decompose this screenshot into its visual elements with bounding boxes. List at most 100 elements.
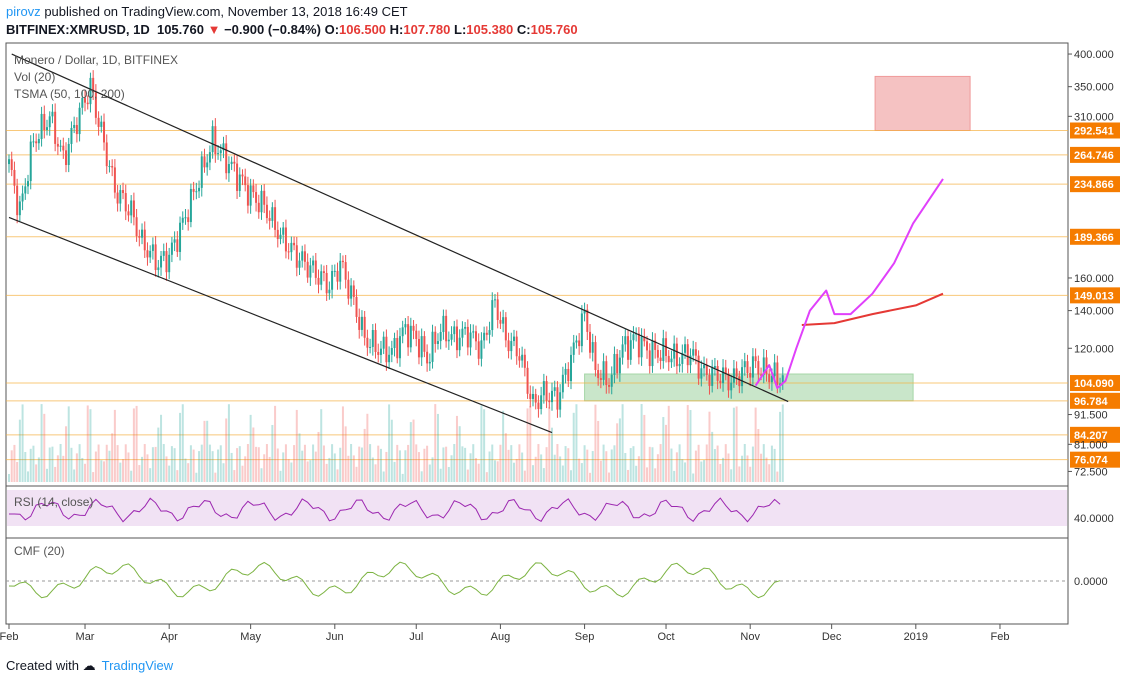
candle-body: [113, 167, 116, 193]
candle-body: [236, 163, 239, 191]
volume-bar: [480, 405, 483, 482]
candle-body: [485, 332, 488, 335]
volume-bar: [521, 452, 524, 482]
volume-bar: [263, 454, 266, 482]
x-tick-label: Dec: [822, 631, 842, 643]
candle-body: [431, 331, 434, 362]
candle-body: [773, 362, 776, 377]
candle-body: [352, 285, 355, 297]
y-tick-label: 350.000: [1074, 82, 1114, 94]
volume-bar: [35, 464, 38, 482]
candle-body: [697, 355, 700, 379]
volume-bar: [545, 447, 548, 482]
candle-body: [43, 113, 46, 131]
candle-body: [189, 188, 192, 223]
candle-body: [67, 143, 70, 166]
volume-bar: [189, 445, 192, 482]
candle-body: [388, 354, 391, 363]
volume-bar: [673, 470, 676, 482]
candle-body: [466, 326, 469, 348]
volume-bar: [779, 411, 782, 482]
candle-body: [143, 229, 146, 251]
candle-body: [529, 393, 532, 399]
candle-body: [455, 326, 458, 351]
candle-body: [757, 361, 760, 375]
candle-body: [276, 229, 279, 240]
volume-bar: [265, 444, 268, 482]
candle-body: [10, 159, 13, 170]
rsi-panel-label: RSI (14, close): [14, 495, 93, 509]
change-value: −0.900 (−0.84%): [224, 22, 321, 37]
volume-bar: [217, 449, 220, 482]
volume-bar: [200, 444, 203, 482]
candle-body: [40, 113, 43, 140]
candle-body: [97, 117, 100, 127]
candle-body: [176, 239, 179, 252]
candle-body: [646, 341, 649, 351]
candle-body: [146, 250, 149, 258]
volume-bar: [599, 460, 602, 482]
x-tick-label: Jun: [326, 631, 344, 643]
level-label: 234.866: [1074, 179, 1114, 191]
volume-bar: [306, 461, 309, 482]
candle-body: [70, 127, 73, 144]
volume-bar: [86, 405, 89, 482]
volume-bar: [675, 452, 678, 482]
candle-body: [282, 227, 285, 235]
candle-body: [105, 142, 108, 167]
volume-bar: [559, 456, 562, 482]
candle-body: [507, 340, 510, 352]
volume-bar: [390, 419, 393, 482]
volume-bar: [659, 444, 662, 482]
volume-bar: [206, 420, 209, 482]
volume-bar: [629, 448, 632, 482]
candle-body: [404, 324, 407, 328]
forecast-red-line: [801, 292, 944, 326]
candle-body: [206, 162, 209, 168]
volume-bar: [491, 444, 494, 482]
y-tick-label: 140.000: [1074, 306, 1114, 318]
candle-body: [599, 378, 602, 380]
volume-bar: [770, 445, 773, 482]
candle-body: [651, 340, 654, 367]
candle-body: [415, 330, 418, 339]
volume-bar: [241, 465, 244, 482]
candle-body: [331, 271, 334, 290]
volume-bar: [377, 445, 380, 482]
candle-body: [743, 361, 746, 368]
volume-bar: [43, 413, 46, 482]
candle-body: [741, 367, 744, 387]
candle-body: [241, 174, 244, 177]
author-link[interactable]: pirovz: [6, 4, 41, 19]
candle-body: [111, 166, 114, 168]
candle-body: [184, 217, 187, 219]
candle-body: [24, 186, 27, 194]
candle-body: [461, 328, 464, 338]
volume-bar: [252, 427, 255, 482]
candle-body: [730, 382, 733, 391]
candle-body: [162, 251, 165, 256]
candle-body: [225, 143, 228, 174]
candle-body: [648, 350, 651, 367]
candle-body: [138, 236, 141, 238]
candle-body: [192, 188, 195, 192]
volume-bar: [762, 444, 765, 482]
volume-bar: [434, 404, 437, 482]
y-tick-label: 91.500: [1074, 410, 1108, 422]
candle-body: [290, 242, 293, 253]
channel-line-upper: [11, 53, 789, 403]
candle-body: [320, 271, 323, 285]
volume-bar: [27, 471, 30, 482]
tradingview-link[interactable]: TradingView: [101, 658, 174, 673]
volume-bar: [618, 418, 621, 482]
volume-bar: [420, 471, 423, 482]
volume-bar: [507, 449, 510, 482]
x-tick-label: Mar: [76, 631, 95, 643]
volume-bar: [447, 467, 450, 482]
close-value: 105.760: [530, 22, 578, 37]
volume-bar: [662, 417, 665, 482]
volume-bar: [493, 460, 496, 482]
volume-bar: [339, 447, 342, 482]
volume-bar: [654, 468, 657, 482]
